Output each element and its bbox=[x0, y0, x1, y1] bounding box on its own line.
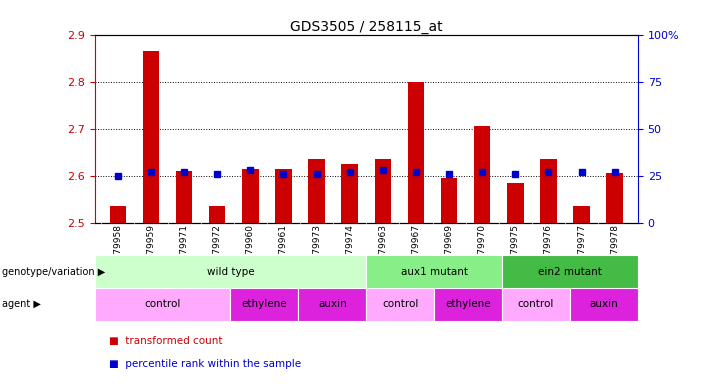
Bar bbox=[341, 164, 358, 223]
Bar bbox=[573, 206, 590, 223]
Bar bbox=[474, 126, 491, 223]
Text: GSM179976: GSM179976 bbox=[544, 224, 553, 279]
Bar bbox=[606, 173, 623, 223]
Bar bbox=[366, 288, 434, 321]
Bar bbox=[502, 255, 638, 288]
Text: GSM179960: GSM179960 bbox=[246, 224, 255, 279]
Bar bbox=[366, 255, 502, 288]
Text: GSM179972: GSM179972 bbox=[212, 224, 222, 279]
Text: GSM179958: GSM179958 bbox=[114, 224, 122, 279]
Text: GSM179975: GSM179975 bbox=[511, 224, 520, 279]
Text: control: control bbox=[518, 299, 554, 310]
Bar bbox=[308, 159, 325, 223]
Text: GSM179971: GSM179971 bbox=[179, 224, 189, 279]
Bar bbox=[95, 255, 366, 288]
Bar bbox=[109, 206, 126, 223]
Text: GSM179977: GSM179977 bbox=[577, 224, 586, 279]
Text: GSM179974: GSM179974 bbox=[345, 224, 354, 279]
Text: auxin: auxin bbox=[590, 299, 618, 310]
Title: GDS3505 / 258115_at: GDS3505 / 258115_at bbox=[290, 20, 442, 33]
Bar bbox=[507, 183, 524, 223]
Text: control: control bbox=[144, 299, 181, 310]
Text: genotype/variation ▶: genotype/variation ▶ bbox=[2, 266, 105, 277]
Text: ein2 mutant: ein2 mutant bbox=[538, 266, 602, 277]
Bar bbox=[299, 288, 366, 321]
Text: wild type: wild type bbox=[207, 266, 254, 277]
Bar bbox=[434, 288, 502, 321]
Bar bbox=[441, 178, 457, 223]
Text: ■  percentile rank within the sample: ■ percentile rank within the sample bbox=[109, 359, 301, 369]
Text: GSM179978: GSM179978 bbox=[611, 224, 619, 279]
Text: GSM179973: GSM179973 bbox=[312, 224, 321, 279]
Text: GSM179970: GSM179970 bbox=[477, 224, 486, 279]
Text: auxin: auxin bbox=[318, 299, 347, 310]
Bar bbox=[502, 288, 570, 321]
Text: GSM179961: GSM179961 bbox=[279, 224, 288, 279]
Bar bbox=[275, 169, 292, 223]
Bar bbox=[540, 159, 557, 223]
Text: GSM179967: GSM179967 bbox=[411, 224, 421, 279]
Bar bbox=[570, 288, 638, 321]
Text: GSM179959: GSM179959 bbox=[147, 224, 156, 279]
Text: ■  transformed count: ■ transformed count bbox=[109, 336, 222, 346]
Bar bbox=[408, 82, 424, 223]
Bar bbox=[95, 288, 231, 321]
Bar bbox=[231, 288, 299, 321]
Text: GSM179963: GSM179963 bbox=[379, 224, 388, 279]
Text: GSM179969: GSM179969 bbox=[444, 224, 454, 279]
Text: agent ▶: agent ▶ bbox=[2, 299, 41, 310]
Text: aux1 mutant: aux1 mutant bbox=[401, 266, 468, 277]
Bar bbox=[143, 51, 159, 223]
Bar bbox=[176, 171, 192, 223]
Bar bbox=[374, 159, 391, 223]
Text: control: control bbox=[382, 299, 418, 310]
Text: ethylene: ethylene bbox=[242, 299, 287, 310]
Bar bbox=[209, 206, 226, 223]
Text: ethylene: ethylene bbox=[445, 299, 491, 310]
Bar bbox=[242, 169, 259, 223]
